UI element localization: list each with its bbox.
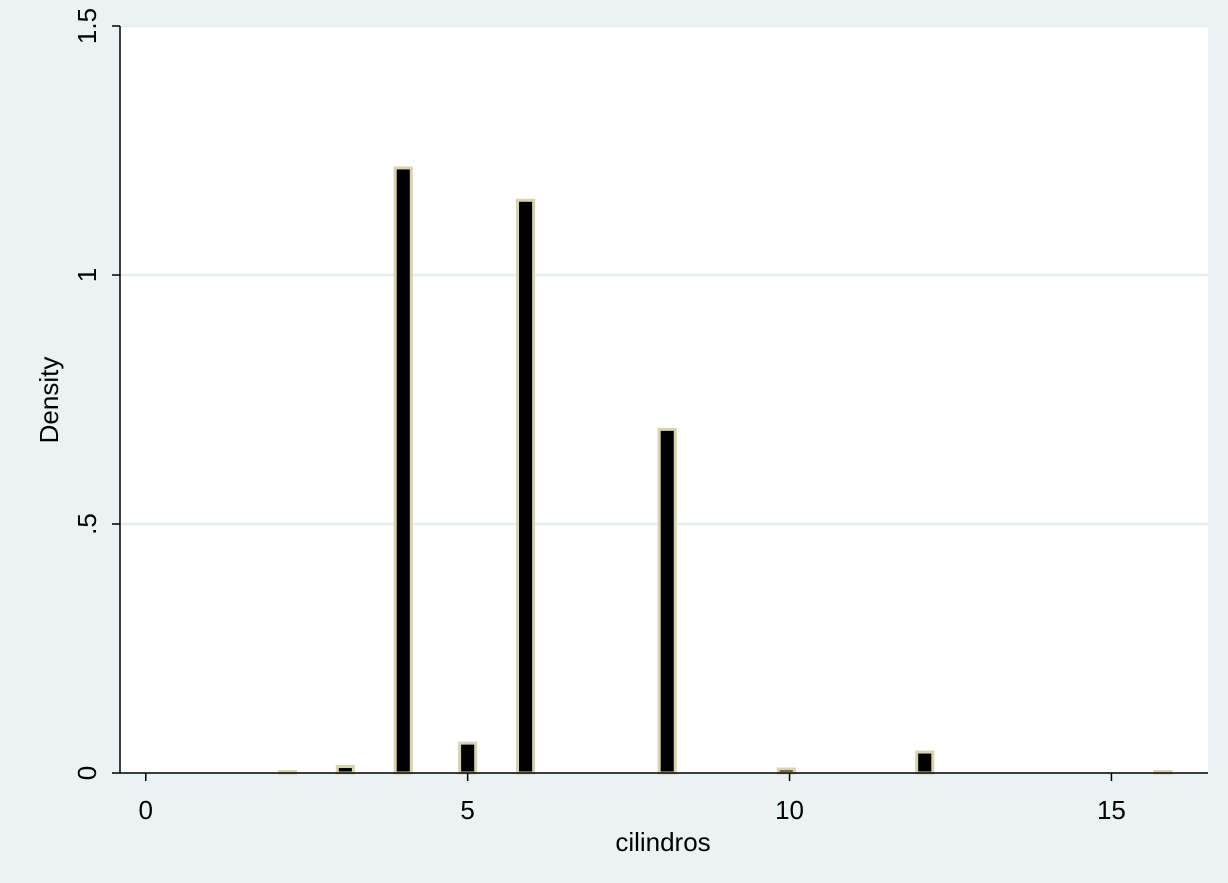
y-tick-label: 1 (72, 268, 102, 282)
y-axis-title: Density (34, 357, 64, 444)
y-tick-label: 0 (72, 766, 102, 780)
x-tick-label: 0 (139, 795, 153, 825)
x-tick-label: 5 (460, 795, 474, 825)
histogram-bar (516, 198, 536, 775)
x-tick-label: 15 (1097, 795, 1126, 825)
x-axis-ticks: 0 5 10 15 (139, 773, 1126, 825)
histogram-bar (657, 427, 677, 775)
histogram-bar (335, 765, 355, 775)
histogram-bar (458, 741, 478, 775)
histogram-bar (915, 750, 935, 775)
x-tick-label: 10 (775, 795, 804, 825)
x-axis-title: cilindros (615, 827, 710, 857)
histogram-bar (393, 166, 413, 775)
y-tick-label: .5 (72, 513, 102, 535)
y-axis-ticks: 0 .5 1 1.5 (72, 8, 120, 780)
y-tick-label: 1.5 (72, 8, 102, 44)
